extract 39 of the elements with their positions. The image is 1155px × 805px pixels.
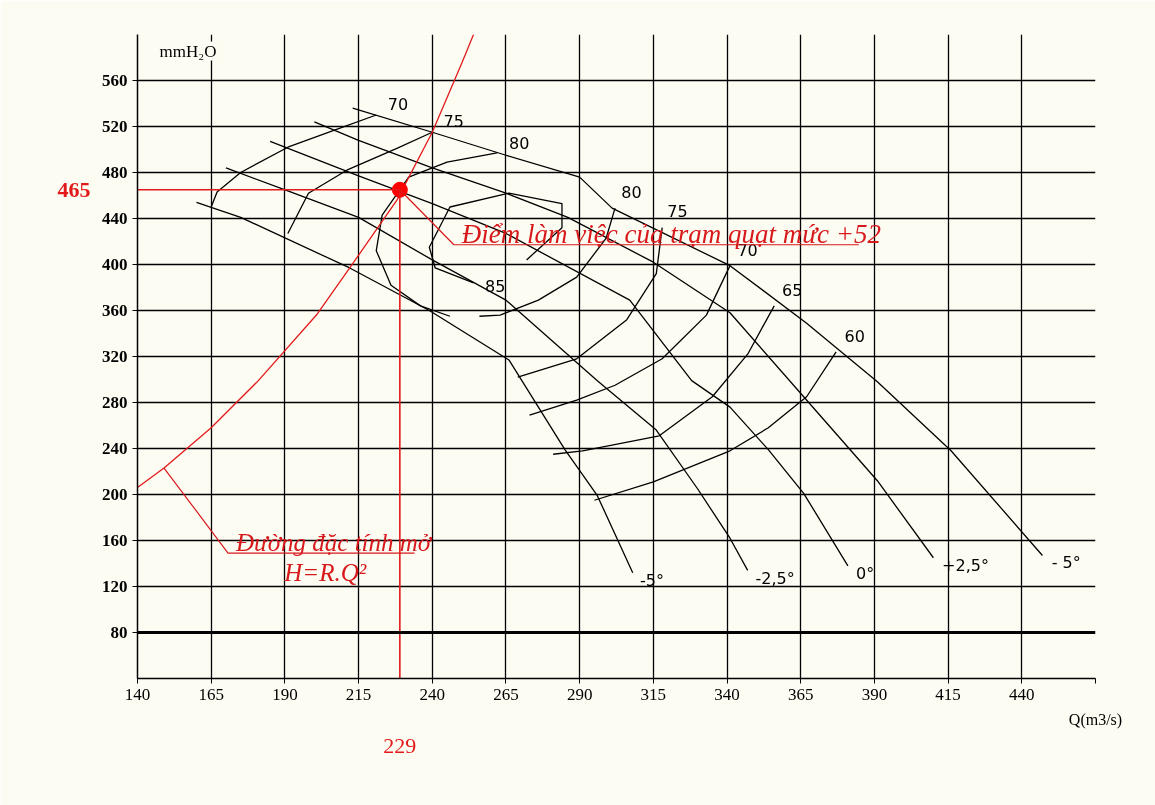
series-label: 60 (844, 327, 865, 347)
x-tick-label: 415 (935, 684, 961, 704)
series-label: 80 (621, 182, 642, 202)
y-tick-label: 320 (102, 347, 128, 366)
x-tick-label: 265 (493, 684, 519, 704)
x-tick-label: 390 (861, 684, 888, 704)
y-tick-label: 480 (102, 163, 128, 182)
x-tick-label: 290 (566, 684, 593, 704)
y-tick-label: 200 (102, 485, 128, 504)
series-label: - 5° (1051, 552, 1081, 572)
series-label: 70 (387, 94, 409, 114)
y-tick-label: 80 (110, 623, 128, 642)
ref-line-label: 465 (57, 176, 91, 202)
y-tick-label: 440 (102, 209, 128, 228)
x-tick-label: 240 (419, 684, 446, 704)
x-axis-title: Q(m3/s) (1068, 710, 1123, 729)
x-tick-label: 190 (272, 684, 298, 704)
x-tick-label: 440 (1009, 684, 1035, 704)
y-tick-label: 120 (102, 577, 128, 596)
y-tick-label: 160 (102, 531, 128, 550)
series-label: 85 (484, 277, 506, 297)
x-tick-label: 215 (345, 684, 372, 704)
y-tick-label: 400 (102, 255, 128, 274)
series-label: 0° (856, 563, 875, 583)
y-tick-label: 240 (102, 439, 128, 458)
y-axis-title: mmH₂O (159, 41, 217, 61)
y-tick-label: 280 (102, 393, 128, 412)
x-tick-label: 165 (198, 684, 224, 704)
x-tick-label: 140 (124, 684, 151, 704)
series-label: 75 (667, 201, 688, 221)
x-tick-label: 315 (640, 684, 667, 704)
x-tick-label: 365 (787, 684, 814, 704)
y-tick-label: 360 (102, 301, 128, 320)
series-label: -2,5° (755, 568, 795, 588)
y-tick-label: 520 (102, 117, 128, 136)
y-tick-label: 560 (102, 71, 128, 90)
x-tick-label: 340 (714, 684, 740, 704)
ref-line-label: 229 (383, 732, 417, 758)
series-label: 80 (508, 134, 530, 154)
